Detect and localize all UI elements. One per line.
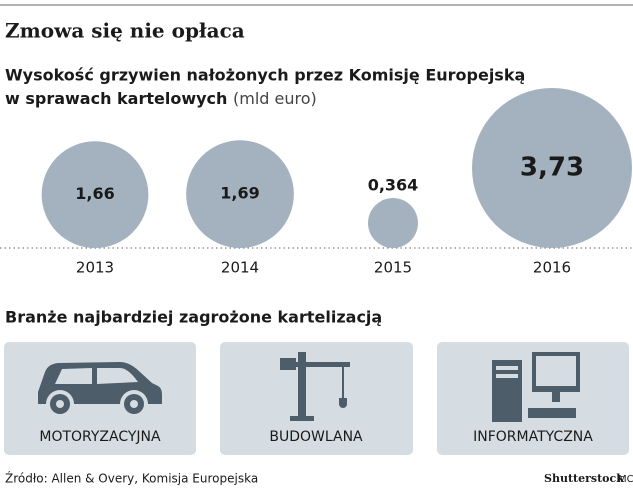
- bubble: [41, 141, 149, 248]
- x-tick-label: 2016: [533, 259, 571, 277]
- card-label: MOTORYZACYJNA: [39, 429, 161, 445]
- bubble: [472, 88, 632, 248]
- subtitle: Wysokość grzywien nałożonych przez Komis…: [5, 66, 525, 85]
- car-icon: [38, 362, 162, 418]
- card: [220, 342, 413, 455]
- card-label: BUDOWLANA: [269, 429, 363, 445]
- section-title: Branże najbardziej zagrożone kartelizacj…: [5, 308, 382, 327]
- subtitle: w sprawach kartelowych (mld euro): [5, 89, 317, 108]
- card-label: INFORMATYCZNA: [473, 429, 593, 445]
- subtitle-line: w sprawach kartelowych: [5, 89, 227, 108]
- value-label: 0,364: [368, 176, 419, 195]
- computer-icon: [492, 352, 580, 422]
- value-label: 1,66: [75, 184, 114, 203]
- unit: (mld euro): [233, 89, 317, 108]
- author: MC: [618, 474, 633, 485]
- bubble: [368, 198, 418, 248]
- value-label: 3,73: [520, 153, 584, 183]
- credit: Shutterstock: [544, 472, 624, 485]
- value-label: 1,69: [220, 184, 259, 203]
- x-tick-label: 2014: [221, 259, 259, 277]
- x-tick-label: 2015: [374, 259, 412, 277]
- x-tick-label: 2013: [76, 259, 114, 277]
- chart-title: Zmowa się nie opłaca: [5, 19, 245, 43]
- card: [437, 342, 629, 455]
- source: Źródło: Allen & Overy, Komisja Europejsk…: [5, 471, 258, 486]
- bubble: [186, 140, 294, 249]
- crane-icon: [280, 352, 350, 421]
